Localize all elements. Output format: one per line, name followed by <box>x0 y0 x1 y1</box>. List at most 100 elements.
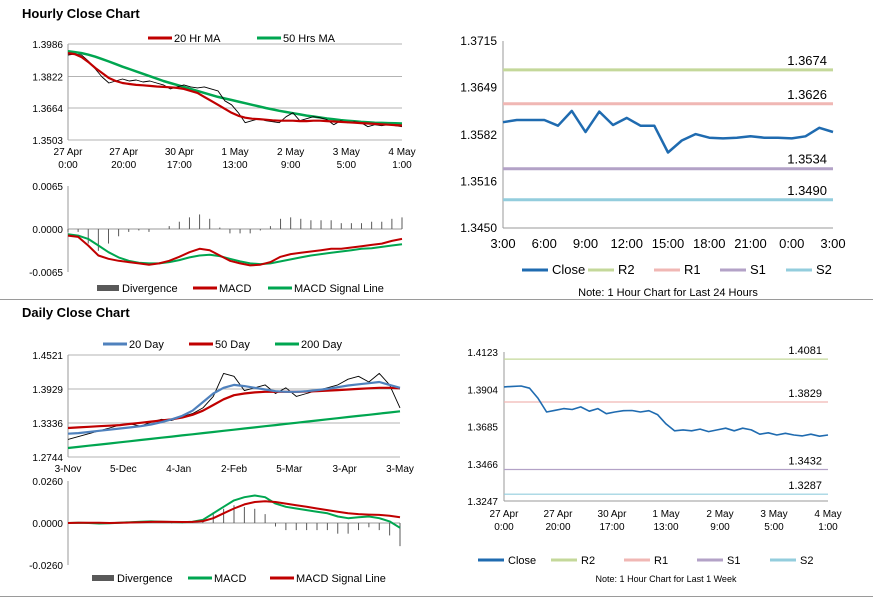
hourly-levels-xtick: 0:00 <box>779 236 804 251</box>
daily-price-xtick: 3-May <box>386 464 414 475</box>
daily-macd-ytick: -0.0260 <box>29 561 63 572</box>
hourly-signal-line <box>67 233 403 266</box>
hourly-levels-xtick: 6:00 <box>532 236 557 251</box>
daily-levels-s2-label: 1.3287 <box>788 480 822 492</box>
daily-50day-line <box>67 386 401 430</box>
hourly-price-ytick: 1.3503 <box>32 136 63 147</box>
daily-macd-ytick: 0.0260 <box>32 477 63 488</box>
hourly-legend-macd-label: MACD <box>219 283 251 295</box>
hourly-macd-line <box>67 234 403 267</box>
hourly-levels-xtick: 9:00 <box>573 236 598 251</box>
daily-price-ytick: 1.3929 <box>32 385 63 396</box>
hourly-price-xtick-date: 30 Apr <box>165 147 195 158</box>
daily-legend-divergence-swatch <box>92 575 114 581</box>
hourly-50hr-ma-line <box>67 49 403 125</box>
daily-levels-xtick-time: 20:00 <box>545 522 570 533</box>
hourly-levels-xtick: 3:00 <box>490 236 515 251</box>
daily-levels-s1-label: 1.3432 <box>788 456 822 468</box>
hourly-levels-legend-close-label: Close <box>552 262 585 277</box>
hourly-levels-r2-label: 1.3674 <box>787 53 827 68</box>
daily-levels-legend-r2-label: R2 <box>581 555 595 567</box>
hourly-levels-xtick: 12:00 <box>610 236 643 251</box>
hourly-levels-legend-s1-label: S1 <box>750 262 766 277</box>
hourly-levels-close-line <box>502 109 834 154</box>
hourly-levels-s1-label: 1.3534 <box>787 152 827 167</box>
bottom-divider <box>0 596 873 597</box>
hourly-price-xtick-time: 1:00 <box>392 160 412 171</box>
hourly-levels-r1-label: 1.3626 <box>787 87 827 102</box>
hourly-levels-ytick: 1.3649 <box>460 81 497 95</box>
hourly-price-xtick-time: 9:00 <box>281 160 301 171</box>
daily-legend-200day-label: 200 Day <box>301 339 342 351</box>
hourly-legend-divergence-swatch <box>97 285 119 291</box>
hourly-levels-legend-r2-label: R2 <box>618 262 635 277</box>
daily-levels-xtick-time: 0:00 <box>494 522 514 533</box>
hourly-legend-20hr-ma-label: 20 Hr MA <box>174 33 221 45</box>
daily-price-xtick: 3-Apr <box>332 464 357 475</box>
hourly-levels-xtick: 18:00 <box>693 236 726 251</box>
hourly-price-xtick-time: 20:00 <box>111 160 136 171</box>
daily-levels-xtick-time: 5:00 <box>764 522 784 533</box>
daily-price-ytick: 1.3336 <box>32 419 63 430</box>
hourly-levels-ytick: 1.3516 <box>460 174 497 188</box>
daily-levels-r1-label: 1.3829 <box>788 388 822 400</box>
daily-price-xtick: 5-Dec <box>110 464 137 475</box>
hourly-price-xtick-time: 13:00 <box>222 160 247 171</box>
daily-levels-r2-label: 1.4081 <box>788 345 822 357</box>
daily-levels-note: Note: 1 Hour Chart for Last 1 Week <box>596 574 737 584</box>
daily-legend-20day-label: 20 Day <box>129 339 164 351</box>
daily-levels-xtick-date: 2 May <box>706 509 733 520</box>
daily-levels-ytick: 1.4123 <box>467 348 498 359</box>
hourly-legend-signal-label: MACD Signal Line <box>294 283 384 295</box>
hourly-price-xtick-date: 1 May <box>221 147 248 158</box>
daily-signal-line <box>67 500 401 524</box>
daily-levels-legend-r1-label: R1 <box>654 555 668 567</box>
daily-legend-signal-label: MACD Signal Line <box>296 573 386 585</box>
daily-levels-ytick: 1.3247 <box>467 497 498 508</box>
daily-section-title: Daily Close Chart <box>22 305 130 320</box>
hourly-price-xtick-date: 27 Apr <box>109 147 139 158</box>
daily-levels-legend-s2-label: S2 <box>800 555 813 567</box>
daily-levels-xtick-date: 1 May <box>652 509 679 520</box>
hourly-levels-ytick: 1.3715 <box>460 34 497 48</box>
hourly-legend-divergence-label: Divergence <box>122 283 178 295</box>
daily-levels-xtick-time: 13:00 <box>653 522 678 533</box>
hourly-levels-ytick: 1.3450 <box>460 221 497 235</box>
daily-levels-xtick-time: 1:00 <box>818 522 838 533</box>
hourly-legend-50hr-ma-label: 50 Hrs MA <box>283 33 336 45</box>
daily-price-xtick: 2-Feb <box>221 464 248 475</box>
daily-levels-xtick-date: 3 May <box>760 509 787 520</box>
daily-price-ytick: 1.4521 <box>32 351 63 362</box>
hourly-levels-xtick: 3:00 <box>820 236 845 251</box>
daily-levels-ytick: 1.3466 <box>467 460 498 471</box>
daily-levels-legend-close-label: Close <box>508 555 536 567</box>
hourly-macd-ytick: -0.0065 <box>29 268 63 279</box>
daily-levels-ytick: 1.3904 <box>467 385 498 396</box>
daily-levels-xtick-date: 27 Apr <box>544 509 574 520</box>
daily-levels-xtick-time: 17:00 <box>599 522 624 533</box>
hourly-price-xtick-date: 27 Apr <box>54 147 84 158</box>
hourly-levels-ytick: 1.3582 <box>460 128 497 142</box>
hourly-levels-s2-label: 1.3490 <box>787 183 827 198</box>
daily-levels-close-line <box>503 385 829 438</box>
daily-price-ytick: 1.2744 <box>32 453 63 464</box>
daily-levels-xtick-time: 9:00 <box>710 522 730 533</box>
daily-levels-xtick-date: 4 May <box>814 509 841 520</box>
daily-levels-xtick-date: 27 Apr <box>490 509 520 520</box>
daily-price-xtick: 5-Mar <box>276 464 303 475</box>
daily-legend-macd-label: MACD <box>214 573 246 585</box>
hourly-levels-xtick: 15:00 <box>652 236 685 251</box>
section-divider <box>0 299 873 300</box>
daily-price-xtick: 4-Jan <box>166 464 191 475</box>
daily-macd-ytick: 0.0000 <box>32 519 63 530</box>
hourly-levels-legend-s2-label: S2 <box>816 262 832 277</box>
daily-levels-xtick-date: 30 Apr <box>598 509 628 520</box>
hourly-macd-ytick: 0.0000 <box>32 225 63 236</box>
daily-200day-line <box>67 410 401 450</box>
hourly-macd-ytick: 0.0065 <box>32 182 63 193</box>
hourly-levels-xtick: 21:00 <box>734 236 767 251</box>
hourly-20hr-ma-line <box>67 52 403 127</box>
hourly-section-title: Hourly Close Chart <box>22 6 140 21</box>
daily-legend-50day-label: 50 Day <box>215 339 250 351</box>
